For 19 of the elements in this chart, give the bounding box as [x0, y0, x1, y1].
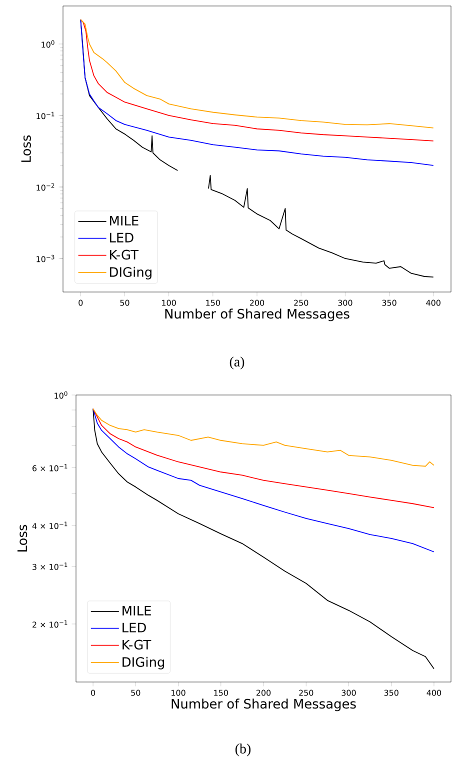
- line-series: [92, 408, 434, 670]
- y-axis-title: Loss: [21, 135, 31, 162]
- text: (a): [230, 356, 244, 370]
- legend-label: LED: [110, 232, 134, 242]
- legend-label: K-GT: [122, 640, 152, 650]
- legend-label: MILE: [122, 606, 151, 616]
- line-series: [80, 19, 434, 166]
- x-axis-title: Number of Shared Messages: [165, 308, 350, 322]
- x-axis-title: Number of Shared Messages: [172, 698, 356, 712]
- legend-label: LED: [122, 622, 146, 632]
- legend-label: K-GT: [110, 250, 139, 260]
- line-series: [92, 408, 434, 467]
- y-axis-title: Loss: [18, 524, 28, 552]
- legend-label: DIGing: [110, 266, 152, 280]
- text: (b): [235, 744, 251, 756]
- legend-label: MILE: [110, 216, 138, 226]
- line-series: [92, 408, 434, 508]
- line-series: [92, 408, 434, 552]
- legend-label: DIGing: [122, 656, 164, 670]
